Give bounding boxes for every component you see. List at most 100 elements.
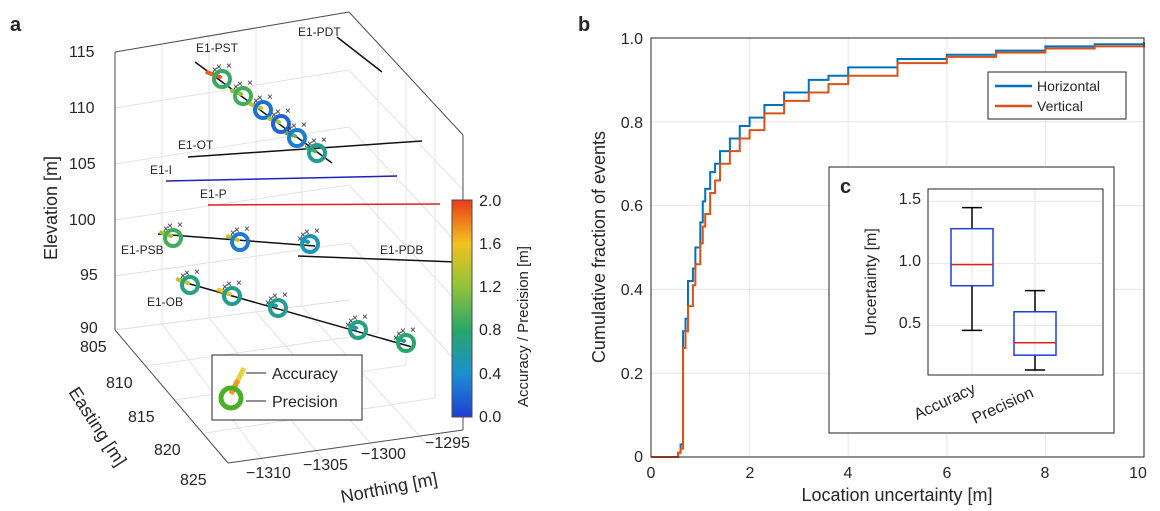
event-cross: × [352,313,358,324]
event-cross: × [163,224,169,235]
sensor: ×××× [205,61,232,89]
event-cross: × [345,320,351,331]
well-label: E1-PDB [380,243,423,257]
precision-ring [212,69,232,89]
box-accuracy [950,206,994,332]
precision-ring [287,128,307,148]
colorbar-tick-label: 0.4 [479,366,501,383]
event-cross: × [271,110,277,121]
cdf-series-vertical [651,44,1145,458]
z-tick-label: 105 [69,156,96,173]
cdf-series-horizontal [651,42,1145,458]
easting-tick-labels: 805 810 815 820 825 [80,339,207,489]
easting-axis-label: Easting [m] [65,383,131,469]
precision-ring [271,114,291,134]
iqr-box [950,227,994,287]
panel-b-legend: Horizontal Vertical [987,71,1127,120]
event-cross: × [244,224,250,235]
well-trace [336,36,383,73]
well-trace [297,255,457,263]
well-trace [207,203,441,206]
panel-c-y-ticks: 0.5 1.0 1.5 [899,191,921,332]
precision-ring [233,86,253,106]
panel-b-y-ticks: 0 0.2 0.4 0.6 0.8 1.0 [621,31,643,466]
event-cross: × [226,61,232,72]
colorbar-tick-label: 0.0 [479,409,501,426]
y-tick-label: 0.5 [899,315,921,332]
precision-ring [180,275,200,295]
sensor: ×××× [284,120,307,148]
event-cross: × [285,106,291,117]
panel-a-3d-plot: a [10,11,532,507]
event-cross: × [212,65,218,76]
event-cross: × [287,124,293,135]
legend-horizontal-label: Horizontal [1037,78,1100,94]
panel-a-letter: a [10,14,22,36]
well-label: E1-P [200,187,227,201]
precision-ring [230,232,250,252]
z-tick-label: 95 [80,267,98,284]
northing-tick-label: −1300 [361,446,406,463]
colorbar-label: Accuracy / Precision [m] [515,246,532,407]
panel-c-letter: c [840,176,851,198]
legend-vertical-label: Vertical [1037,98,1083,114]
panel-b-x-axis-label: Location uncertainty [m] [801,485,992,505]
precision-ring [163,228,183,248]
x-tick-label: 6 [943,465,952,482]
y-tick-label: 0.4 [621,282,643,299]
z-tick-label: 90 [80,320,98,337]
panel-a-legend: Accuracy Precision [211,354,363,421]
event-cross: × [226,279,232,290]
precision-ring [222,286,242,306]
precision-ring [307,143,327,163]
event-cross: × [301,120,307,131]
event-cross: × [233,82,239,93]
event-cross: × [230,228,236,239]
event-cross: × [184,268,190,279]
well-label: E1-I [150,163,172,177]
event-cross: × [272,291,278,302]
easting-tick-label: 820 [154,442,181,459]
event-cross: × [247,78,253,89]
precision-ring [268,298,288,318]
sensor: ×××× [393,325,416,353]
event-cross: × [180,271,186,282]
z-tick-label: 110 [69,100,95,117]
y-tick-label: 0 [634,449,643,466]
iqr-box [1013,311,1057,356]
colorbar-tick-label: 1.6 [479,236,501,253]
x-tick-label: 8 [1041,465,1050,482]
precision-ring [300,234,320,254]
z-tick-labels: 115 110 105 100 95 90 [69,44,98,337]
event-cross: × [257,93,263,104]
easting-tick-label: 815 [128,409,155,426]
event-cross: × [236,278,242,289]
colorbar-tick-label: 1.2 [479,279,501,296]
y-tick-label: 0.6 [621,198,643,215]
panel-c-box-plot: c 0.5 1.0 1.5 Uncertainty [m] Accuracy P… [828,166,1115,434]
sensor: ×××× [297,226,320,254]
precision-ring [348,320,368,340]
inset-axes-box [927,188,1104,376]
northing-axis-label: Northing [m] [339,469,439,507]
easting-tick-label: 825 [180,472,207,489]
legend-accuracy-label: Accuracy [272,366,338,383]
panel-b-axes-box [650,37,1145,458]
event-cross: × [362,312,368,323]
z-tick-label: 100 [69,212,96,229]
northing-tick-label: −1305 [303,457,348,474]
y-tick-label: 0.8 [621,115,643,132]
northing-tick-label: −1295 [425,435,470,452]
well-labels: E1-PST E1-PDT E1-OT E1-I E1-P E1-PSB E1-… [121,25,423,309]
panel-b-y-axis-label: Cumulative fraction of events [589,131,609,363]
event-cross: × [222,282,228,293]
panel-b-letter: b [578,14,590,36]
sensor-markers: ×× ××× ××× ××× ××× ××× ××× ××× ××××××× ××× ××× ××××… [159,61,416,353]
event-cross: × [314,226,320,237]
sensor: ×××× [229,78,253,106]
z-axis-label: Elevation [m] [41,156,61,260]
x-tick-label: 0 [647,465,656,482]
event-cross: × [410,325,416,336]
event-cross: × [237,79,243,90]
